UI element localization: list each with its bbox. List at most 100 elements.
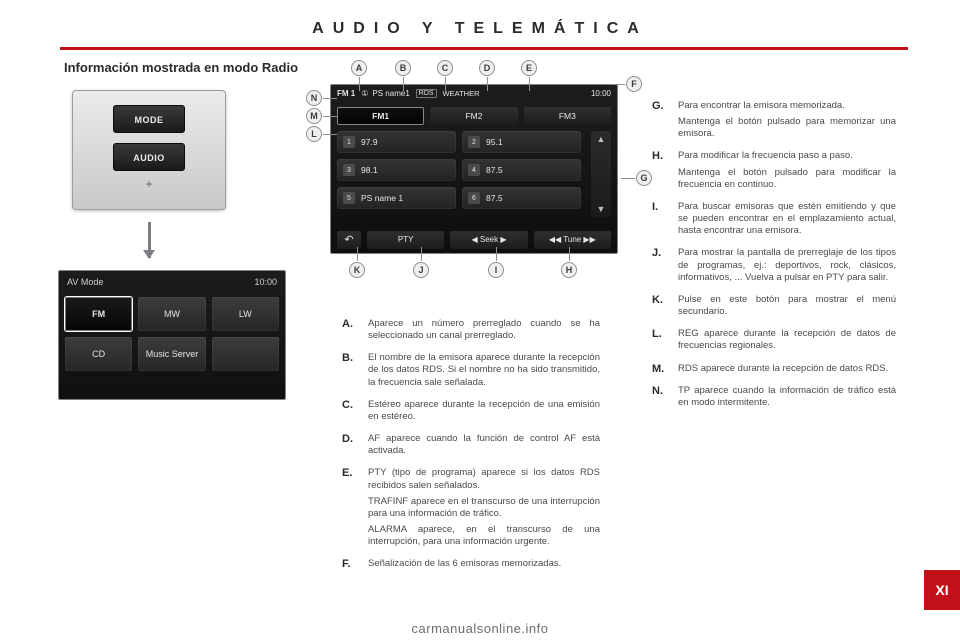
legend-key: N. xyxy=(652,385,670,413)
plus-icon: + xyxy=(145,177,152,191)
rule-red xyxy=(60,47,908,50)
rds-badge: RDS xyxy=(416,89,437,98)
legend-key: D. xyxy=(342,433,360,461)
preset-scrollbar[interactable]: ▲ ▼ xyxy=(591,131,611,217)
seek-button[interactable]: ◀ Seek ▶ xyxy=(450,231,527,249)
pty-genre: WEATHER xyxy=(443,89,480,98)
legend-item: E.PTY (tipo de programa) aparece si los … xyxy=(342,467,600,552)
band-button[interactable]: FM1 xyxy=(337,107,424,125)
legend-item: M.RDS aparece durante la recepción de da… xyxy=(652,363,896,379)
scroll-up-icon[interactable]: ▲ xyxy=(597,134,606,144)
legend-item: F. Señalización de las 6 emisoras memoriz… xyxy=(342,558,600,574)
preset-button[interactable]: 197.9 xyxy=(337,131,456,153)
label-J: J xyxy=(413,262,429,278)
chapter-tab: XI xyxy=(924,570,960,610)
radio-screen: FM 1 ① PS name1 RDS WEATHER 10:00 FM1 FM2… xyxy=(330,84,618,254)
legend-text: Aparece un número prerreglado cuando se … xyxy=(368,318,600,346)
footer-url: carmanualsonline.info xyxy=(0,621,960,636)
radio-clock: 10:00 xyxy=(591,89,611,98)
preset-button[interactable]: 487.5 xyxy=(462,159,581,181)
legend-item: G.Para encontrar la emisora memorizada.M… xyxy=(652,100,896,144)
legend-col-2: G.Para encontrar la emisora memorizada.M… xyxy=(640,82,908,437)
legend-key: K. xyxy=(652,294,670,322)
legend-key: L. xyxy=(652,328,670,356)
label-G: G xyxy=(636,170,652,186)
av-source-button[interactable]: MW xyxy=(138,297,205,331)
preset-button[interactable]: 5 PS name 1 xyxy=(337,187,456,209)
legend-text: Para encontrar la emisora memorizada.Man… xyxy=(678,100,896,144)
scroll-down-icon[interactable]: ▼ xyxy=(597,204,606,214)
legend-key: J. xyxy=(652,247,670,287)
legend-key: M. xyxy=(652,363,670,379)
preset-label: 87.5 xyxy=(486,165,503,175)
label-H: H xyxy=(561,262,577,278)
label-I: I xyxy=(488,262,504,278)
preset-number: 3 xyxy=(343,164,355,176)
legend-text: AF aparece cuando la función de control … xyxy=(368,433,600,461)
label-K: K xyxy=(349,262,365,278)
legend-item: D. AF aparece cuando la función de contro… xyxy=(342,433,600,461)
label-E: E xyxy=(521,60,537,76)
mode-button[interactable]: MODE xyxy=(113,105,185,133)
legend-item: C.Estéreo aparece durante la recepción d… xyxy=(342,399,600,427)
legend-text: TP aparece cuando la información de tráf… xyxy=(678,385,896,413)
av-mode-screen: AV Mode 10:00 FMMWLW CDMusic Server xyxy=(58,270,286,400)
label-N: N xyxy=(306,90,322,106)
hw-module: MODE AUDIO + xyxy=(72,90,226,210)
label-D: D xyxy=(479,60,495,76)
preset-label: 95.1 xyxy=(486,137,503,147)
av-clock: 10:00 xyxy=(254,277,277,287)
label-A: A xyxy=(351,60,367,76)
legend-text: Para buscar emisoras que estén emitiendo… xyxy=(678,201,896,241)
band-button[interactable]: FM3 xyxy=(524,107,611,125)
legend-item: J.Para mostrar la pantalla de prerreglaj… xyxy=(652,247,896,287)
av-heading: AV Mode xyxy=(67,277,103,287)
preset-button[interactable]: 295.1 xyxy=(462,131,581,153)
legend-item: K. Pulse en este botón para mostrar el me… xyxy=(652,294,896,322)
arrow-down-icon xyxy=(148,222,151,258)
av-source-button[interactable]: CD xyxy=(65,337,132,371)
legend-item: H.Para modificar la frecuencia paso a pa… xyxy=(652,150,896,194)
av-source-button[interactable]: LW xyxy=(212,297,279,331)
legend-item: I.Para buscar emisoras que estén emitien… xyxy=(652,201,896,241)
legend-item: A. Aparece un número prerreglado cuando s… xyxy=(342,318,600,346)
preset-number: 1 xyxy=(343,136,355,148)
legend-text: Para modificar la frecuencia paso a paso… xyxy=(678,150,896,194)
legend-text: Señalización de las 6 emisoras memorizad… xyxy=(368,558,561,574)
label-M: M xyxy=(306,108,322,124)
legend-key: G. xyxy=(652,100,670,144)
audio-button[interactable]: AUDIO xyxy=(113,143,185,171)
av-source-button[interactable] xyxy=(212,337,279,371)
preset-grid: 197.9295.1398.1487.55PS name 1687.5 xyxy=(337,131,581,209)
radio-header: FM 1 ① PS name1 RDS WEATHER 10:00 xyxy=(337,89,611,98)
preset-label: 98.1 xyxy=(361,165,378,175)
legend-col-1: A. Aparece un número prerreglado cuando s… xyxy=(330,300,612,599)
band-button[interactable]: FM2 xyxy=(430,107,517,125)
legend-key: F. xyxy=(342,558,360,574)
av-source-button[interactable]: Music Server xyxy=(138,337,205,371)
preset-label: 87.5 xyxy=(486,193,503,203)
preset-label: PS name 1 xyxy=(361,193,403,203)
legend-text: Pulse en este botón para mostrar el menú… xyxy=(678,294,896,322)
legend-item: B.El nombre de la emisora aparece durant… xyxy=(342,352,600,392)
legend-key: C. xyxy=(342,399,360,427)
legend-item: N. TP aparece cuando la información de tr… xyxy=(652,385,896,413)
preset-button[interactable]: 398.1 xyxy=(337,159,456,181)
legend-key: E. xyxy=(342,467,360,552)
label-C: C xyxy=(437,60,453,76)
av-grid: FMMWLW CDMusic Server xyxy=(65,297,279,371)
preset-number: 2 xyxy=(468,136,480,148)
tune-button[interactable]: ◀◀ Tune ▶▶ xyxy=(534,231,611,249)
pty-button[interactable]: PTY xyxy=(367,231,444,249)
preset-number: 5 xyxy=(343,192,355,204)
band-label: FM 1 xyxy=(337,89,355,98)
band-row: FM1 FM2 FM3 xyxy=(337,107,611,125)
legend-text: PTY (tipo de programa) aparece si los da… xyxy=(368,467,600,552)
legend-key: I. xyxy=(652,201,670,241)
av-source-button[interactable]: FM xyxy=(65,297,132,331)
legend-text: REG aparece durante la recepción de dato… xyxy=(678,328,896,356)
legend-key: A. xyxy=(342,318,360,346)
legend-key: H. xyxy=(652,150,670,194)
preset-button[interactable]: 687.5 xyxy=(462,187,581,209)
page-subtitle: Información mostrada en modo Radio xyxy=(64,60,298,75)
